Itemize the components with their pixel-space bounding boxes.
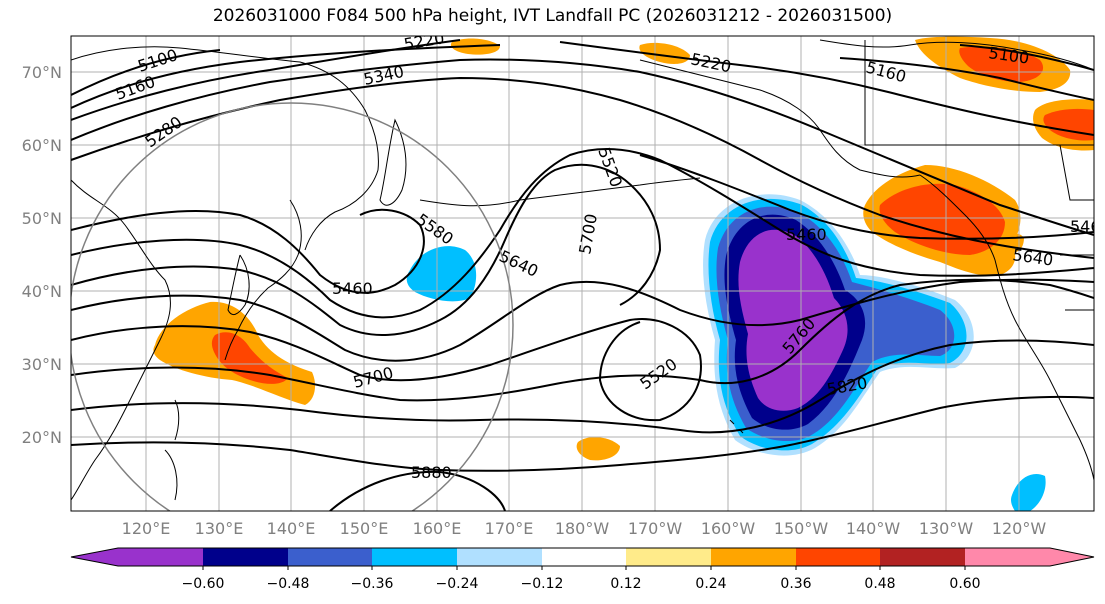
- lat-label: 30°N: [22, 355, 62, 374]
- contour-5520: [71, 147, 1094, 319]
- colorbar-seg: [880, 548, 965, 566]
- contour-5700: [71, 318, 702, 422]
- japan-islands: [224, 199, 302, 361]
- contour-5580: [71, 163, 662, 337]
- contour-5340: [71, 76, 1094, 259]
- longitude-labels: 120°E 130°E 140°E 150°E 160°E 170°E 180°…: [122, 519, 1047, 538]
- contour-5160: [71, 44, 1094, 109]
- negative-anomaly-shading: [406, 194, 974, 456]
- colorbar-tick-label: 0.12: [610, 576, 641, 592]
- colorbar-seg: [626, 548, 711, 566]
- coastlines: [71, 39, 1094, 501]
- border-line: [864, 40, 1094, 311]
- contour-5220: [71, 39, 1094, 136]
- lon-label: 150°W: [774, 519, 829, 538]
- contour-label: 5460: [786, 225, 827, 244]
- lon-label: 140°W: [846, 519, 901, 538]
- colorbar-seg: [71, 548, 118, 566]
- shade-sky-small: [1011, 474, 1046, 511]
- korea: [227, 254, 250, 316]
- contour-5100: [71, 44, 1094, 96]
- kamchatka: [379, 118, 407, 206]
- latitude-labels: 70°N 60°N 50°N 40°N 30°N 20°N: [22, 63, 62, 447]
- na-west-coast: [919, 174, 1094, 481]
- lon-label: 160°W: [701, 519, 756, 538]
- colorbar-seg: [1050, 548, 1094, 566]
- shade-red-japan: [211, 332, 288, 384]
- colorbar-seg: [118, 548, 203, 566]
- contour-5880: [71, 395, 1094, 472]
- shade-sky-west: [406, 246, 477, 302]
- colorbar-tick-label: 0.60: [949, 576, 980, 592]
- contour-5820: [71, 339, 1094, 434]
- alaska-coast: [639, 59, 921, 178]
- lon-label: 170°W: [628, 519, 683, 538]
- aleutians: [419, 177, 701, 207]
- contour-5760: [71, 278, 1094, 402]
- colorbar-tick-label: −0.60: [182, 576, 225, 592]
- colorbar: −0.60 −0.48 −0.36 −0.24 −0.12 0.12 0.24 …: [70, 547, 1095, 592]
- region-circle: [71, 102, 514, 511]
- map-area: 5100 5160 5220 5280 5340 5220 5160 5100 …: [71, 36, 1105, 511]
- lon-label: 130°E: [195, 519, 244, 538]
- lon-label: 160°E: [413, 519, 462, 538]
- colorbar-seg: [796, 548, 880, 566]
- lon-label: 120°E: [122, 519, 171, 538]
- contour-5460: [71, 154, 1094, 294]
- colorbar-tick-label: −0.48: [267, 576, 310, 592]
- asia-north-coast: [71, 46, 379, 251]
- shade-purple: [738, 229, 848, 411]
- colorbar-seg: [457, 548, 542, 566]
- shade-red-arctic: [959, 46, 1044, 82]
- graticule: [71, 36, 1094, 511]
- lon-label: 130°W: [919, 519, 974, 538]
- colorbar-outline: [70, 547, 1095, 567]
- asia-coast: [71, 179, 171, 501]
- lat-label: 50°N: [22, 209, 62, 228]
- colorbar-seg: [203, 548, 288, 566]
- contour-label: 5460: [332, 279, 373, 298]
- lon-label: 180°W: [555, 519, 610, 538]
- shade-orange-small3: [576, 437, 620, 461]
- colorbar-seg: [288, 548, 372, 566]
- colorbar-tick-label: −0.36: [351, 576, 394, 592]
- map-title: 2026031000 F084 500 hPa height, IVT Land…: [212, 6, 893, 26]
- colorbar-tick-label: 0.48: [864, 576, 895, 592]
- lat-label: 40°N: [22, 282, 62, 301]
- colorbar-tick-label: 0.24: [695, 576, 726, 592]
- contour-5880-closed: [329, 470, 506, 511]
- colorbar-seg: [965, 548, 1050, 566]
- colorbar-tick-label: 0.36: [780, 576, 811, 592]
- colorbar-seg: [542, 548, 626, 566]
- colorbar-tick-label: −0.12: [521, 576, 564, 592]
- lat-label: 60°N: [22, 136, 62, 155]
- map-frame: [70, 35, 1095, 512]
- lon-label: 140°E: [267, 519, 316, 538]
- lon-label: 120°W: [992, 519, 1047, 538]
- lat-label: 20°N: [22, 428, 62, 447]
- lon-label: 150°E: [340, 519, 389, 538]
- contour-5640: [71, 278, 1094, 362]
- lat-label: 70°N: [22, 63, 62, 82]
- contour-label: 5460: [1070, 217, 1105, 236]
- colorbar-tick-label: −0.24: [436, 576, 479, 592]
- shade-orange-small2: [639, 42, 690, 64]
- height-contours: [71, 39, 1094, 511]
- lon-label: 170°E: [485, 519, 534, 538]
- colorbar-seg: [372, 548, 457, 566]
- contour-5280: [71, 58, 1094, 236]
- contour-label: 5880: [411, 463, 452, 482]
- colorbar-seg: [711, 548, 796, 566]
